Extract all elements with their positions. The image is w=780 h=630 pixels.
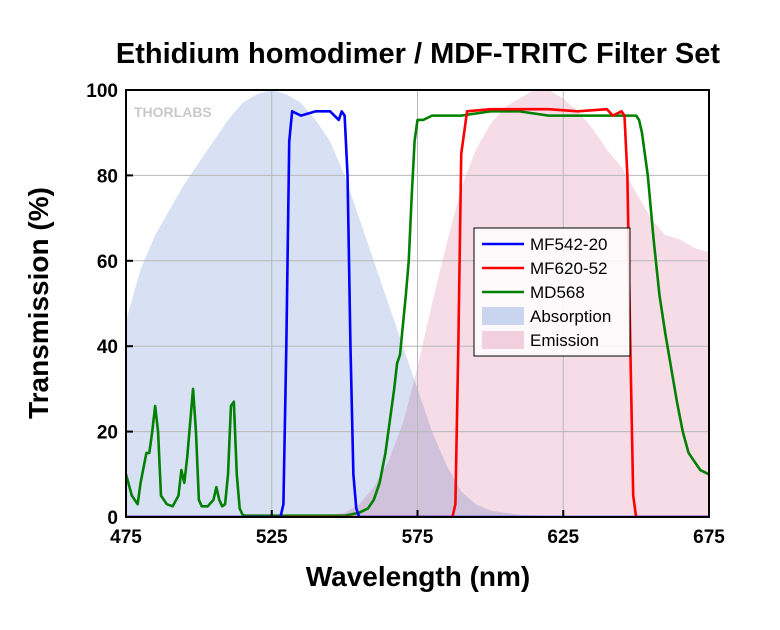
watermark-text: THORLABS: [134, 104, 212, 120]
x-tick-label-675: 675: [693, 527, 725, 548]
legend-swatch-emission: [482, 331, 524, 349]
watermark: THORLABS: [134, 104, 212, 120]
y-tick-label-20: 20: [97, 423, 118, 444]
y-tick-label-0: 0: [107, 508, 118, 529]
legend-label-md568: MD568: [530, 283, 585, 302]
legend: MF542-20 MF620-52 MD568 Absorption Emission: [473, 227, 631, 357]
legend-swatch-absorption: [482, 307, 524, 325]
series-mf542-20-line: [126, 110, 709, 517]
x-tick-label-525: 525: [256, 527, 288, 548]
y-tick-label-40: 40: [97, 337, 118, 358]
x-axis-label: Wavelength (nm): [306, 561, 531, 592]
y-tick-label-100: 100: [86, 81, 118, 102]
legend-label-absorption: Absorption: [530, 307, 611, 326]
legend-label-emission: Emission: [530, 331, 599, 350]
y-tick-label-60: 60: [97, 252, 118, 273]
axis-ticks: 475 525 575 625 675 0 20 40 60 80 100: [86, 81, 725, 548]
legend-label-mf620-52: MF620-52: [530, 259, 607, 278]
legend-label-mf542-20: MF542-20: [530, 235, 607, 254]
x-tick-label-475: 475: [110, 527, 142, 548]
x-tick-label-575: 575: [402, 527, 434, 548]
x-tick-label-625: 625: [547, 527, 579, 548]
y-axis-label: Transmission (%): [23, 187, 54, 419]
y-tick-label-80: 80: [97, 166, 118, 187]
chart-title: Ethidium homodimer / MDF-TRITC Filter Se…: [116, 38, 721, 70]
